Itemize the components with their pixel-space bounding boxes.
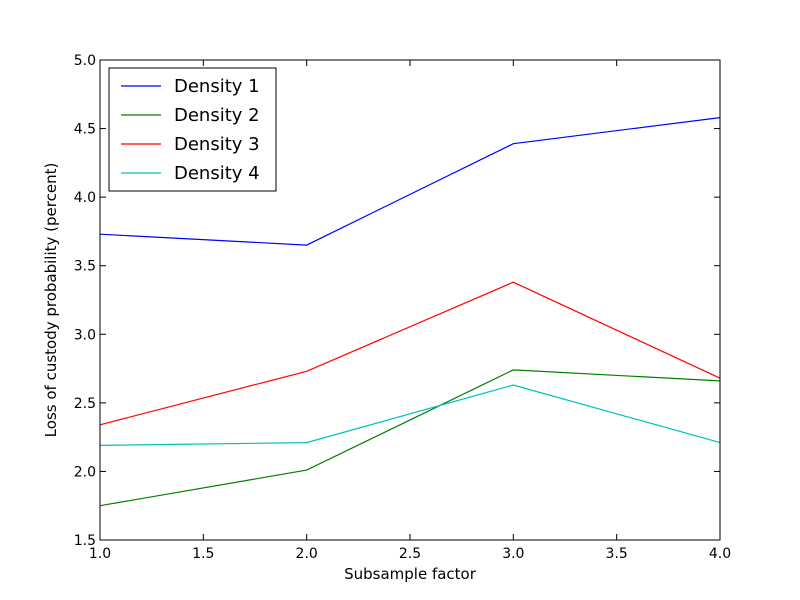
legend-box <box>108 67 277 192</box>
y-tick-label: 4.5 <box>74 122 96 138</box>
legend-label-density-2: Density 2 <box>174 105 260 126</box>
legend-label-density-4: Density 4 <box>174 163 260 184</box>
y-tick-label: 3.0 <box>74 327 96 343</box>
series-layer <box>99 117 721 507</box>
x-tick-label: 1.5 <box>192 546 214 562</box>
x-tick-label: 1.0 <box>89 546 111 562</box>
x-tick-label: 3.0 <box>502 546 524 562</box>
legend-label-density-3: Density 3 <box>174 134 260 155</box>
x-tick-label: 2.0 <box>296 546 318 562</box>
y-tick-label: 3.5 <box>74 259 96 275</box>
y-axis-label: Loss of custody probability (percent) <box>42 163 60 438</box>
y-tick-label: 4.0 <box>74 190 96 206</box>
series-line-density-3 <box>99 281 721 426</box>
legend-label-density-1: Density 1 <box>174 76 260 97</box>
x-tick-label: 4.0 <box>709 546 731 562</box>
series-line-density-4 <box>99 384 721 446</box>
series-line-density-2 <box>99 369 721 507</box>
y-tick-label: 2.5 <box>74 396 96 412</box>
ticks-layer: 1.0 1.5 2.0 2.5 3.0 3.5 4.01.52.02.53.03.54.04… <box>74 53 731 562</box>
y-tick-label: 1.5 <box>74 533 96 549</box>
y-tick-label: 5.0 <box>74 53 96 69</box>
legend: Density 1 Density 2 Density 3 Density 4 <box>108 67 277 192</box>
x-tick-label: 3.5 <box>606 546 628 562</box>
x-axis-label: Subsample factor <box>344 565 477 583</box>
series-line-density-1 <box>99 117 721 246</box>
x-tick-label: 2.5 <box>399 546 421 562</box>
y-tick-label: 2.0 <box>74 464 96 480</box>
